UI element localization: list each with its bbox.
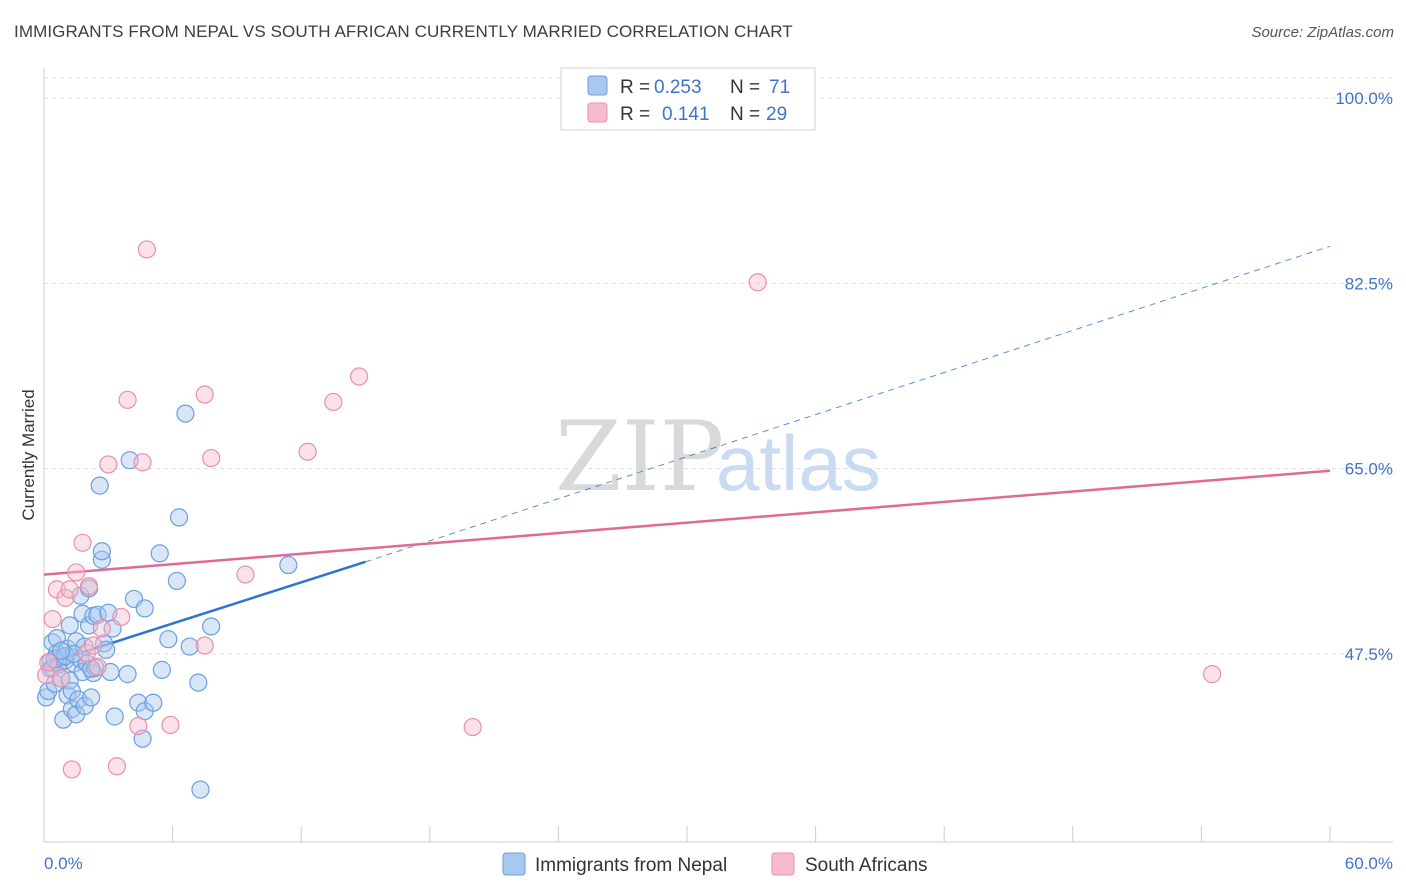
legend-n-label-south-africans: N =	[730, 104, 760, 125]
legend-box: R = 0.253 N = 71 R = 0.141 N = 29	[560, 67, 816, 131]
data-point-south-africans	[748, 273, 767, 292]
data-point-south-africans	[236, 565, 255, 584]
y-tick-label: 100.0%	[1335, 89, 1393, 108]
data-point-south-africans	[324, 392, 343, 412]
y-tick-label: 82.5%	[1345, 274, 1393, 293]
bottom-legend-label-nepal: Immigrants from Nepal	[535, 855, 727, 876]
source-label: Source: ZipAtlas.com	[1251, 24, 1394, 41]
data-point-south-africans	[52, 669, 71, 688]
trend-line-south-africans	[43, 469, 1331, 576]
data-point-south-africans	[84, 636, 103, 655]
data-point-south-africans	[129, 716, 148, 736]
data-point-nepal	[92, 542, 111, 561]
data-point-nepal	[191, 780, 210, 799]
bottom-legend-label-south-africans: South Africans	[805, 855, 928, 876]
data-point-south-africans	[79, 577, 99, 596]
data-point-south-africans	[62, 760, 81, 779]
y-tick-labels: 47.5% 65.0% 82.5% 100.0%	[1335, 89, 1393, 664]
data-point-south-africans	[92, 619, 111, 638]
trend-line-nepal-extension	[365, 245, 1331, 563]
legend-n-label-nepal: N =	[730, 77, 760, 98]
data-point-south-africans	[112, 607, 131, 627]
data-point-nepal	[202, 617, 221, 636]
x-tick-label-min: 0.0%	[44, 854, 83, 873]
data-point-nepal	[169, 508, 189, 527]
data-point-south-africans	[56, 588, 75, 607]
data-point-south-africans	[43, 609, 62, 629]
data-point-nepal	[105, 707, 124, 726]
data-point-nepal	[39, 681, 58, 701]
legend-swatch-nepal	[587, 75, 608, 96]
data-point-south-africans	[60, 580, 79, 599]
data-point-south-africans	[195, 636, 214, 655]
data-point-nepal	[152, 660, 171, 679]
data-point-south-africans	[77, 643, 96, 663]
data-point-south-africans	[463, 717, 482, 737]
axes	[43, 68, 1393, 843]
data-point-south-africans	[99, 455, 118, 474]
data-point-nepal	[144, 693, 163, 712]
data-point-south-africans	[67, 563, 86, 582]
legend-n-value-south-africans: 29	[766, 104, 787, 125]
data-point-south-africans	[118, 390, 137, 409]
data-point-nepal	[118, 665, 137, 684]
data-point-south-africans	[298, 442, 317, 461]
data-point-nepal	[90, 476, 109, 495]
data-point-south-africans	[73, 533, 92, 552]
series-nepal-points	[37, 404, 298, 799]
data-point-nepal	[150, 544, 169, 563]
legend-r-label-nepal: R =	[620, 77, 650, 98]
data-point-nepal	[60, 616, 79, 635]
data-point-nepal	[180, 637, 199, 656]
data-point-south-africans	[195, 385, 214, 404]
series-south-africans-points	[37, 240, 1222, 779]
legend-swatch-south-africans	[587, 102, 608, 123]
data-point-nepal	[52, 641, 71, 660]
data-point-south-africans	[107, 757, 126, 776]
data-point-nepal	[135, 599, 154, 618]
watermark-atlas: atlas	[716, 419, 881, 507]
bottom-legend-swatch-south-africans	[771, 852, 795, 876]
y-tick-label: 47.5%	[1345, 645, 1393, 664]
data-point-south-africans	[202, 448, 221, 468]
data-point-south-africans	[1203, 665, 1222, 684]
data-point-nepal	[167, 571, 186, 591]
data-point-nepal	[176, 404, 195, 423]
data-point-nepal	[82, 688, 101, 707]
chart-title: IMMIGRANTS FROM NEPAL VS SOUTH AFRICAN C…	[14, 22, 793, 41]
watermark-zip: ZIP	[555, 401, 724, 513]
data-point-south-africans	[161, 715, 180, 735]
data-point-south-africans	[39, 653, 58, 672]
data-point-south-africans	[137, 240, 156, 259]
data-point-nepal	[159, 630, 178, 649]
legend-n-value-nepal: 71	[769, 77, 790, 98]
y-axis-title: Currently Married	[19, 389, 38, 520]
data-point-south-africans	[349, 367, 369, 386]
bottom-legend: Immigrants from Nepal South Africans	[502, 852, 928, 876]
data-point-south-africans	[88, 657, 107, 676]
legend-r-value-nepal: 0.253	[654, 77, 702, 98]
y-tick-label: 65.0%	[1345, 460, 1393, 479]
x-tick-label-max: 60.0%	[1345, 854, 1393, 873]
data-point-nepal	[279, 555, 298, 575]
data-point-south-africans	[133, 453, 152, 472]
bottom-legend-swatch-nepal	[502, 852, 526, 876]
legend-r-value-south-africans: 0.141	[662, 104, 710, 125]
legend-r-label-south-africans: R =	[620, 104, 650, 125]
data-point-nepal	[189, 673, 208, 692]
